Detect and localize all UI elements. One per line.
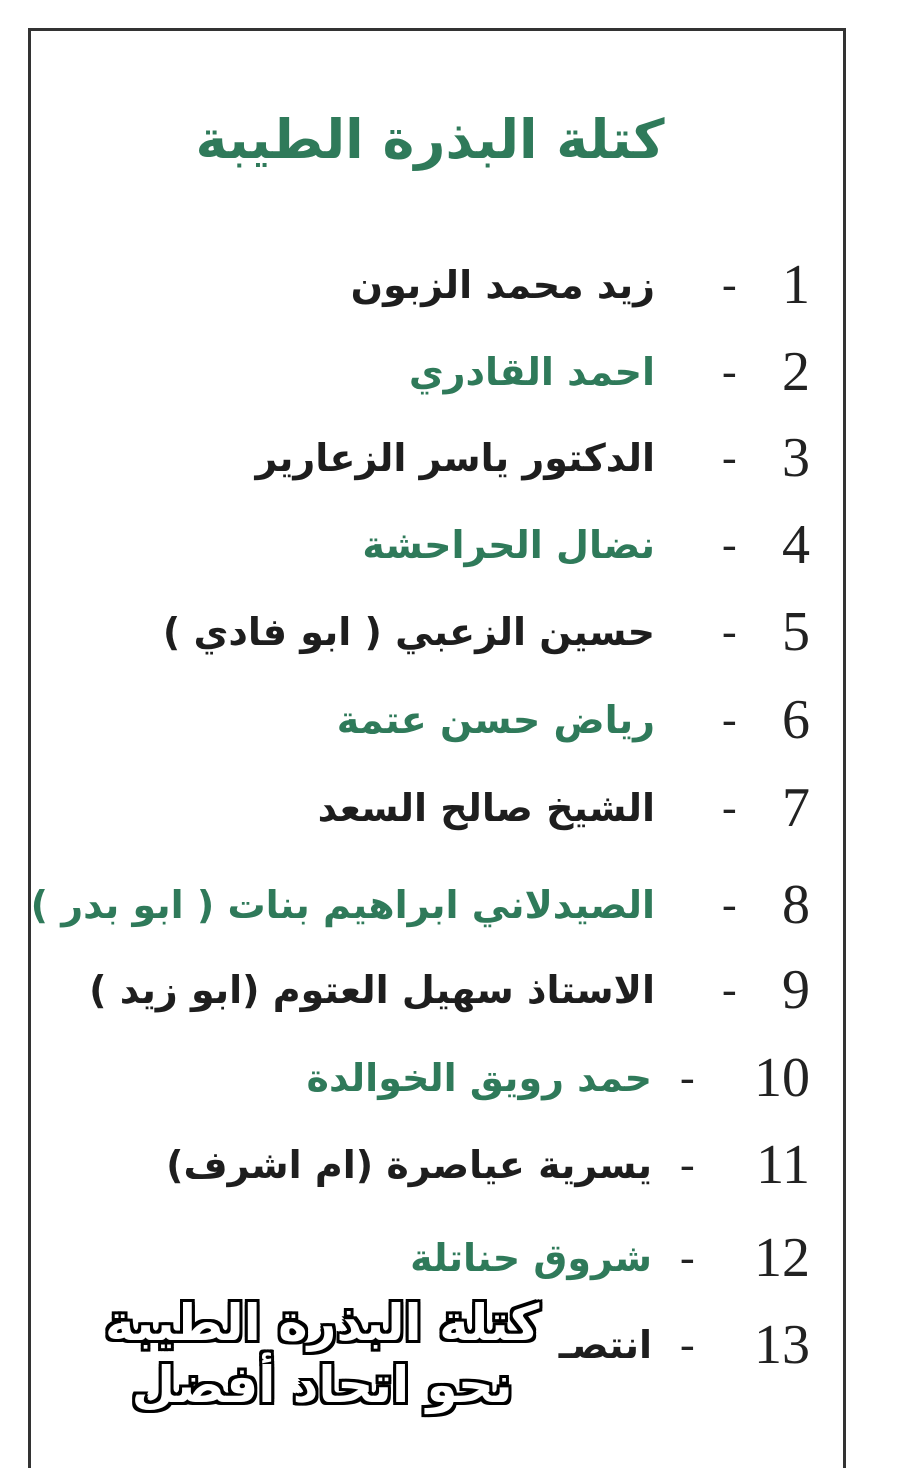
candidate-name: احمد القادري <box>408 350 655 394</box>
candidate-name: نضال الحراحشة <box>362 523 655 567</box>
candidate-row: 1 - زيد محمد الزبون <box>0 245 900 325</box>
separator-dash: - <box>722 783 737 832</box>
candidate-name: يسرية عياصرة (ام اشرف) <box>166 1143 652 1187</box>
separator-dash: - <box>680 1053 695 1102</box>
candidate-number: 13 <box>754 1314 810 1376</box>
candidate-number: 8 <box>782 874 810 936</box>
overlay-title: كتلة البذرة الطيبة <box>105 1294 540 1352</box>
candidate-number: 3 <box>782 427 810 489</box>
candidate-row: 8 - الصيدلاني ابراهيم بنات ( ابو بدر ) <box>0 865 900 945</box>
candidate-row: 2 - احمد القادري <box>0 332 900 412</box>
separator-dash: - <box>722 347 737 396</box>
candidate-name: انتصـ <box>558 1323 652 1367</box>
candidate-row: 11 - يسرية عياصرة (ام اشرف) <box>0 1125 900 1205</box>
candidate-name: حسين الزعبي ( ابو فادي ) <box>162 610 655 654</box>
separator-dash: - <box>722 607 737 656</box>
candidate-number: 5 <box>782 601 810 663</box>
candidate-number: 10 <box>754 1047 810 1109</box>
candidate-name: الدكتور ياسر الزعارير <box>255 436 655 480</box>
candidate-name: شروق حناتلة <box>410 1236 652 1280</box>
candidate-name: رياض حسن عتمة <box>336 698 655 742</box>
separator-dash: - <box>722 260 737 309</box>
candidate-number: 2 <box>782 341 810 403</box>
candidate-number: 12 <box>754 1227 810 1289</box>
candidate-row: 7 - الشيخ صالح السعد <box>0 768 900 848</box>
candidate-name: الصيدلاني ابراهيم بنات ( ابو بدر ) <box>30 883 655 927</box>
slogan-overlay: كتلة البذرة الطيبة نحو اتحاد أفضل <box>105 1292 539 1416</box>
candidate-row: 13 - انتصـ <box>0 1305 900 1385</box>
list-frame <box>28 28 846 1468</box>
candidate-number: 6 <box>782 689 810 751</box>
candidate-name: الاستاذ سهيل العتوم (ابو زيد ) <box>89 968 655 1012</box>
candidate-number: 1 <box>782 254 810 316</box>
candidate-number: 11 <box>756 1134 810 1196</box>
candidate-row: 4 - نضال الحراحشة <box>0 505 900 585</box>
separator-dash: - <box>722 520 737 569</box>
candidate-row: 5 - حسين الزعبي ( ابو فادي ) <box>0 592 900 672</box>
candidate-row: 9 - الاستاذ سهيل العتوم (ابو زيد ) <box>0 950 900 1030</box>
separator-dash: - <box>722 695 737 744</box>
candidate-name: الشيخ صالح السعد <box>317 786 655 830</box>
candidate-row: 6 - رياض حسن عتمة <box>0 680 900 760</box>
list-title: كتلة البذرة الطيبة <box>195 108 665 171</box>
candidate-number: 4 <box>782 514 810 576</box>
candidate-row: 3 - الدكتور ياسر الزعارير <box>0 418 900 498</box>
separator-dash: - <box>722 433 737 482</box>
candidate-row: 12 - شروق حناتلة <box>0 1218 900 1298</box>
candidate-row: 10 - حمد رويق الخوالدة <box>0 1038 900 1118</box>
candidate-name: زيد محمد الزبون <box>350 263 655 307</box>
candidate-number: 7 <box>782 777 810 839</box>
candidate-name: حمد رويق الخوالدة <box>306 1056 652 1100</box>
overlay-slogan: نحو اتحاد أفضل <box>131 1356 513 1414</box>
separator-dash: - <box>680 1320 695 1369</box>
separator-dash: - <box>680 1140 695 1189</box>
candidate-number: 9 <box>782 959 810 1021</box>
separator-dash: - <box>722 880 737 929</box>
separator-dash: - <box>722 965 737 1014</box>
separator-dash: - <box>680 1233 695 1282</box>
